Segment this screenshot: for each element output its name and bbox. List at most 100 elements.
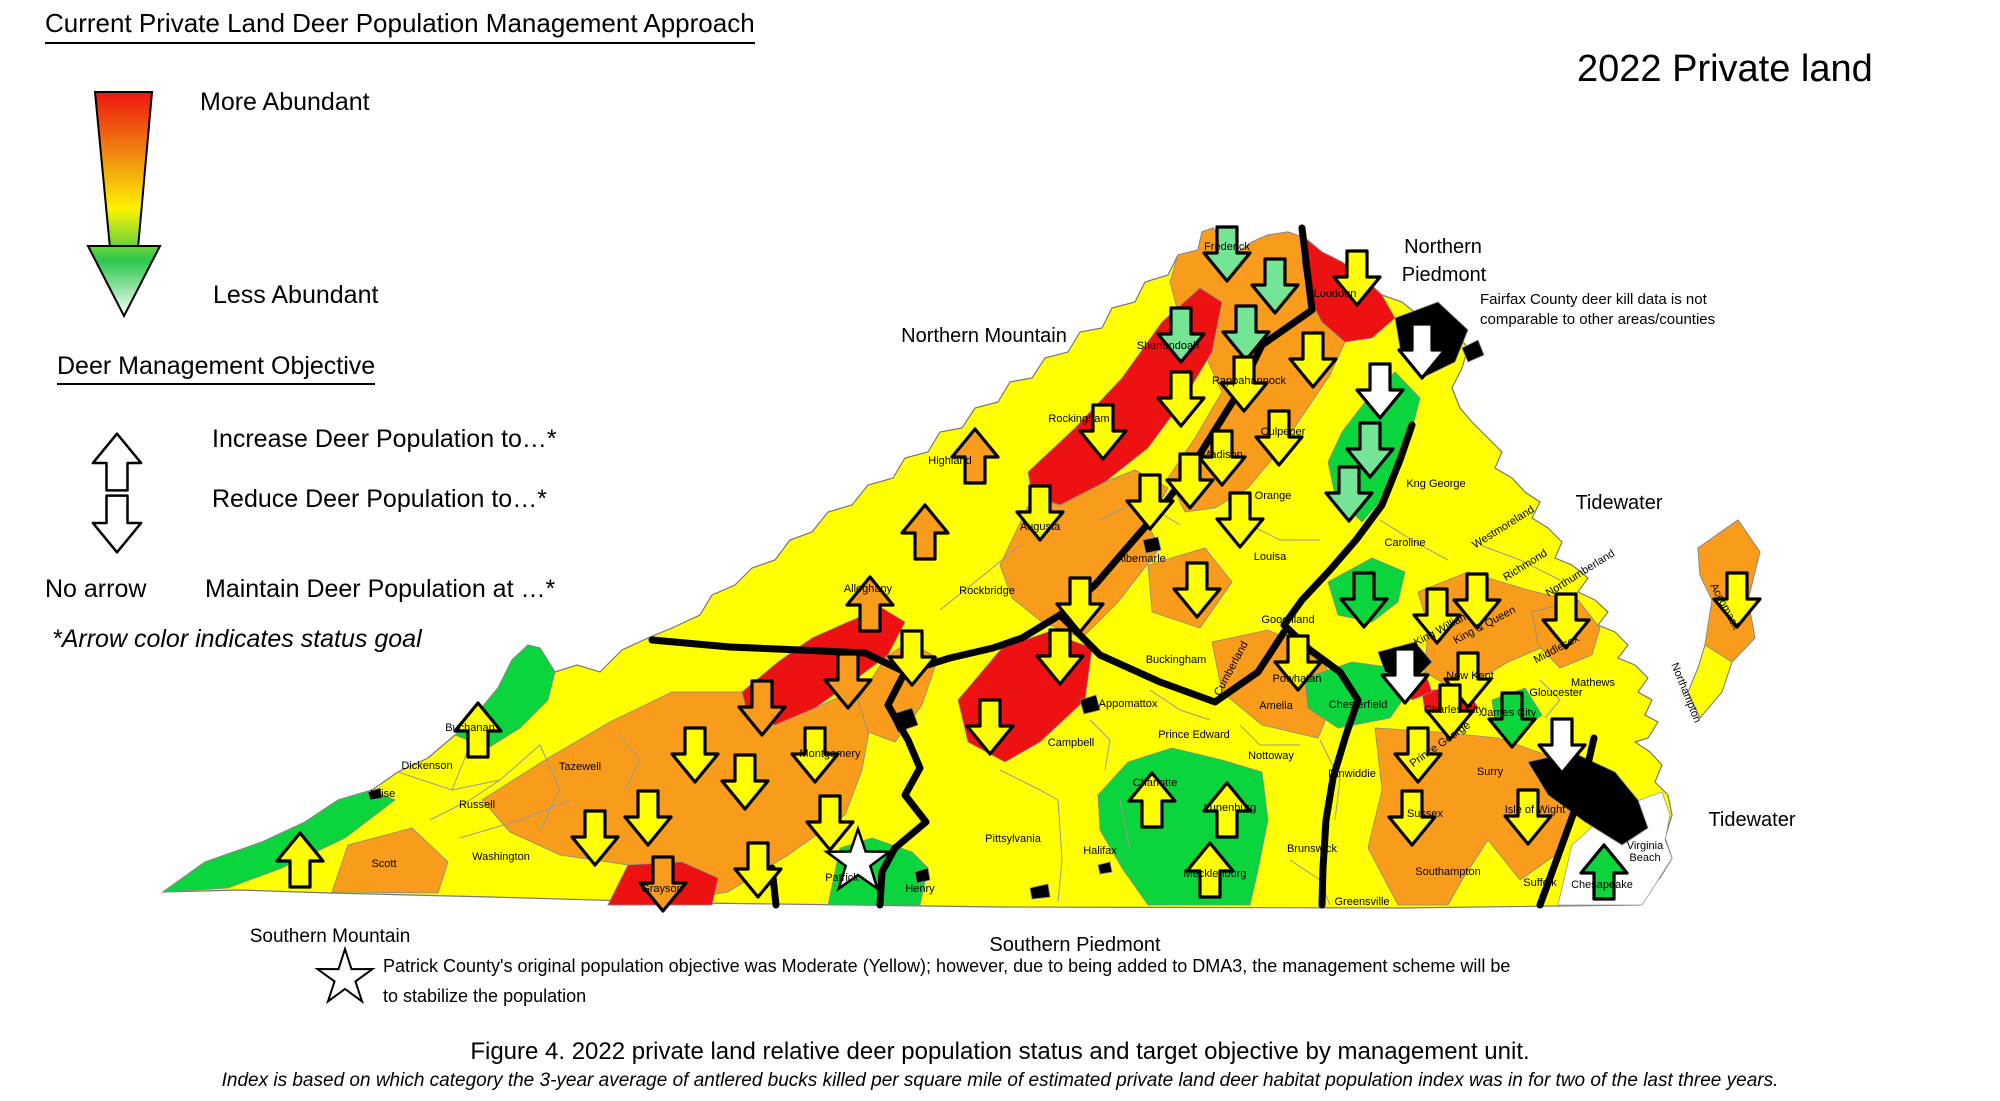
abundance-gradient-arrow-head — [86, 245, 162, 319]
objective-arrow-down-y — [1197, 429, 1247, 487]
county-label: Virginia — [1627, 840, 1664, 852]
martinsville-city — [914, 867, 931, 884]
county-label: Halifax — [1083, 845, 1117, 857]
county-arlington — [1461, 339, 1485, 363]
county-border-line — [1539, 679, 1561, 719]
county-label: Nottoway — [1248, 750, 1294, 762]
patrick-star-note-line2: to stabilize the population — [383, 986, 587, 1006]
county-label: Beach — [1629, 852, 1660, 864]
county-label: Loudoun — [1314, 288, 1357, 300]
county-label: Henry — [905, 883, 935, 895]
county-label: Rockingham — [1048, 413, 1109, 425]
county-label: Washington — [472, 851, 530, 863]
abundance-gradient-arrow-shaft — [93, 91, 154, 249]
objective-arrow-up-y — [1127, 771, 1177, 829]
objective-arrow-down-y — [805, 794, 855, 852]
objective-arrow-down-w — [1537, 717, 1587, 775]
objective-arrow-down-y — [570, 809, 620, 867]
objective-arrow-down-o — [823, 652, 873, 710]
objective-arrow-down-y — [1078, 403, 1128, 461]
county-label: Brunswick — [1287, 843, 1338, 855]
objective-arrow-down-y — [623, 789, 673, 847]
county-label: Frederick — [1204, 241, 1250, 253]
county-label: Greensville — [1334, 896, 1389, 908]
county-border-line — [1149, 689, 1211, 721]
county-label: Isle of Wight — [1505, 804, 1566, 816]
county-label: Prince Edward — [1158, 729, 1230, 741]
objective-arrow-up-o — [845, 575, 895, 633]
county-label: Mecklenburg — [1184, 868, 1247, 880]
objective-arrow-down-y — [1288, 331, 1338, 389]
county-border-line — [1379, 519, 1449, 561]
legend-reduce-label: Reduce Deer Population to…* — [212, 485, 547, 513]
legend-reduce-arrow-icon — [91, 494, 143, 554]
objective-arrow-down-y — [1332, 249, 1382, 307]
objective-arrow-down-lg — [1324, 465, 1374, 523]
county-scott — [331, 827, 449, 894]
county-label: Pittsylvania — [985, 833, 1042, 845]
objective-arrow-down-y — [1156, 370, 1206, 428]
objective-arrow-up-o — [900, 503, 950, 561]
county-label: Chesterfield — [1329, 699, 1388, 711]
region-label: Tidewater — [1575, 492, 1662, 514]
south-boston-city — [1097, 861, 1113, 875]
objective-arrow-down-y — [790, 726, 840, 784]
management-unit-boundary — [648, 636, 909, 676]
objective-arrow-down-y — [887, 629, 937, 687]
objective-arrow-down-y — [733, 841, 783, 899]
county-border-line — [1119, 799, 1131, 851]
county-label: Grayson — [641, 883, 683, 895]
objective-arrow-down-y — [1273, 634, 1323, 692]
county-label: Goochland — [1261, 614, 1314, 626]
region-label: Tidewater — [1708, 809, 1795, 831]
year-label: 2022 Private land — [1577, 48, 1873, 90]
county-label: Wise — [371, 788, 395, 800]
objective-arrow-up-y — [1185, 841, 1235, 899]
objective-arrow-down-y — [1125, 473, 1175, 531]
objective-arrow-down-w — [1380, 647, 1430, 705]
county-label: Surry — [1477, 766, 1504, 778]
region-label: Southern Piedmont — [989, 934, 1161, 956]
objective-arrow-down-y — [1443, 651, 1493, 709]
objective-arrow-down-o — [638, 855, 688, 913]
objective-arrow-down-y — [1015, 484, 1065, 542]
objective-arrow-down-y — [1035, 628, 1085, 686]
legend-maintain-label: Maintain Deer Population at …* — [205, 575, 556, 603]
objective-arrow-down-lg — [1202, 225, 1252, 283]
county-label: Albemarle — [1116, 553, 1166, 565]
charlottesville-city — [1142, 536, 1162, 554]
objective-arrow-down-o — [737, 679, 787, 737]
objective-arrow-up-o — [950, 427, 1000, 485]
objective-arrow-down-y — [1254, 409, 1304, 467]
county-label: Kng George — [1406, 478, 1465, 490]
county-label: Highland — [928, 455, 971, 467]
county-label: Charles City — [1424, 704, 1484, 716]
objective-arrow-down-y — [1219, 355, 1269, 413]
region-label: Southern Mountain — [250, 926, 411, 947]
legend-less-abundant: Less Abundant — [213, 281, 379, 309]
patrick-star-note-line1: Patrick County's original population obj… — [383, 956, 1511, 976]
county-label: Dinwiddie — [1328, 768, 1376, 780]
county-label: Patrick — [825, 872, 859, 884]
legend-increase-label: Increase Deer Population to…* — [212, 425, 557, 453]
fairfax-county-note: Fairfax County deer kill data is not com… — [1480, 291, 1716, 328]
danville-city — [1029, 883, 1051, 900]
county-label: New Kent — [1446, 670, 1494, 682]
lynchburg-city — [1079, 694, 1101, 715]
page-title: Current Private Land Deer Population Man… — [45, 8, 755, 44]
county-border-line — [619, 734, 641, 791]
county-label: Louisa — [1254, 551, 1287, 563]
objective-arrow-down-y — [1541, 592, 1591, 650]
norton-city — [367, 787, 383, 801]
county-label: Culpeper — [1261, 426, 1306, 438]
county-border-line — [1239, 724, 1300, 746]
legend-objective-heading: Deer Management Objective — [57, 352, 376, 385]
figure-caption: Figure 4. 2022 private land relative dee… — [470, 1038, 1530, 1065]
objective-arrow-down-y — [720, 753, 770, 811]
objective-arrow-down-y — [1387, 789, 1437, 847]
county-label: Charlotte — [1133, 777, 1178, 789]
index-footnote: Index is based on which category the 3-y… — [221, 1070, 1779, 1091]
county-label: Gloucester — [1529, 687, 1583, 699]
objective-arrow-down-y — [670, 726, 720, 784]
county-label: Montgomery — [799, 748, 861, 760]
